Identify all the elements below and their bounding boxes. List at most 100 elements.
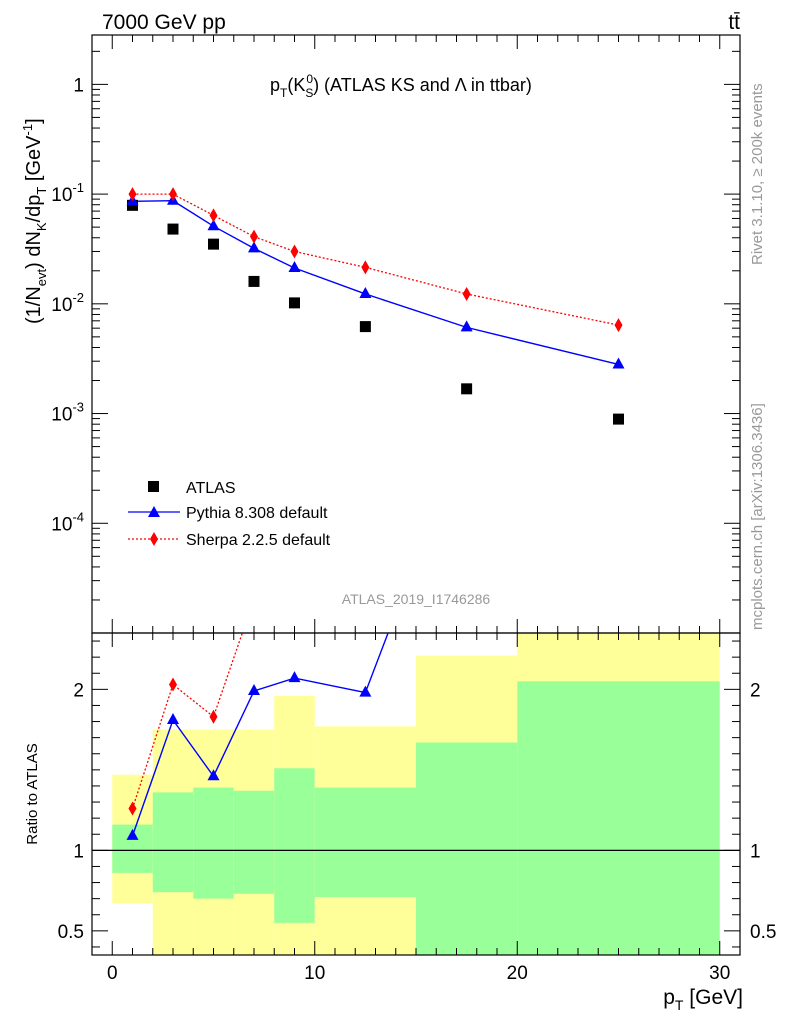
ylabel-part-c: /dp <box>23 195 45 223</box>
ylabel-part-e: ] <box>23 118 45 124</box>
y-tick-base: 10 <box>51 185 72 206</box>
y-tick-exponent: -2 <box>72 290 84 305</box>
legend-atlas-label: ATLAS <box>186 480 236 497</box>
ylabel-sub-k: K <box>34 222 49 231</box>
atlas-data-point <box>289 297 300 309</box>
sherpa-data-point <box>361 260 370 275</box>
sherpa-ratio-point <box>209 709 218 724</box>
sherpa-data-point <box>169 187 177 202</box>
x-tick-label: 10 <box>304 963 325 984</box>
ylabel-sup-minus1: -1 <box>20 124 35 136</box>
pythia-ratio-point <box>359 685 372 697</box>
header-right-label: tt̄ <box>728 11 740 34</box>
atlas-data-point <box>208 238 219 250</box>
sherpa-data-point <box>209 208 218 223</box>
title-sup-zero: 0 <box>306 72 313 86</box>
sherpa-ratio-point <box>169 677 177 692</box>
stat-uncertainty-band <box>233 790 275 894</box>
sherpa-ratio-point <box>128 801 137 816</box>
atlas-data-point <box>359 321 371 333</box>
header-left-label: 7000 GeV pp <box>102 11 226 34</box>
title-sub-t: T <box>280 86 288 100</box>
title-sub-s: S <box>305 86 313 100</box>
legend: ATLAS Pythia 8.308 default Sherpa 2.2.5 … <box>128 480 331 549</box>
atlas-data-point <box>127 199 138 211</box>
stat-uncertainty-band <box>152 792 194 893</box>
ratio-tick-label-right: 1 <box>750 841 761 862</box>
legend-sherpa-marker <box>150 532 158 546</box>
pythia-data-point <box>359 286 372 298</box>
y-tick-label: 1 <box>73 75 84 96</box>
legend-atlas-marker <box>148 481 159 492</box>
ratio-tick-label-left: 1 <box>73 841 84 862</box>
mcplots-reference-label: mcplots.cern.ch [arXiv:1306.3436] <box>749 403 766 630</box>
y-tick-base: 10 <box>51 514 72 535</box>
pythia-data-point <box>207 219 220 231</box>
stat-uncertainty-band <box>193 787 234 899</box>
y-tick-label: 10-2 <box>51 290 84 316</box>
pythia-ratio-point <box>167 712 179 724</box>
pythia-ratio-point <box>207 769 220 781</box>
y-tick-base: 10 <box>51 405 72 426</box>
pythia-data-point <box>460 320 473 332</box>
title-rest: ) (ATLAS KS and Λ in ttbar) <box>313 75 532 95</box>
x-tick-label: 0 <box>107 963 118 984</box>
xlabel-sub-t: T <box>675 997 684 1013</box>
rivet-version-label: Rivet 3.1.10, ≥ 200k events <box>749 83 766 265</box>
x-axis-label: pT [GeV] <box>663 986 743 1013</box>
pythia-line <box>132 200 619 366</box>
sherpa-line <box>132 193 619 326</box>
y-tick-label: 10-4 <box>51 509 84 535</box>
legend-pythia-label: Pythia 8.308 default <box>186 505 328 522</box>
xlabel-p: p <box>663 986 675 1009</box>
pythia-ratio-point <box>248 683 260 695</box>
x-tick-label: 30 <box>709 963 730 984</box>
ratio-tick-label-left: 0.5 <box>58 922 84 943</box>
sherpa-data-point <box>250 229 258 244</box>
title-p: p <box>270 75 280 95</box>
y-tick-label: 10-3 <box>51 400 84 426</box>
main-lines <box>132 193 619 366</box>
legend-sherpa-label: Sherpa 2.2.5 default <box>186 532 331 549</box>
stat-uncertainty-band <box>274 768 315 923</box>
x-tick-label: 20 <box>507 963 528 984</box>
stat-uncertainty-band <box>314 787 416 898</box>
sherpa-data-point <box>290 244 299 259</box>
pythia-ratio-point <box>288 671 301 683</box>
atlas-data-point <box>167 223 179 235</box>
y-tick-base: 10 <box>51 295 72 316</box>
sherpa-data-point <box>462 286 471 301</box>
analysis-watermark: ATLAS_2019_I1746286 <box>342 591 491 607</box>
y-tick-exponent: -1 <box>72 180 84 195</box>
pythia-data-point <box>288 261 301 273</box>
y-tick-label: 10-1 <box>51 180 84 206</box>
atlas-data-point <box>461 383 473 395</box>
pythia-data-point <box>248 241 260 253</box>
pythia-ratio-point <box>126 828 139 840</box>
stat-uncertainty-band <box>416 742 518 955</box>
ylabel-sub-evt: evt <box>34 268 49 286</box>
plot-title: pT(KS0) (ATLAS KS and Λ in ttbar) <box>270 72 532 100</box>
ratio-tick-label-right: 2 <box>750 680 761 701</box>
stat-uncertainty-band <box>517 681 720 955</box>
pythia-data-point <box>612 357 625 369</box>
ratio-uncertainty-bands <box>92 633 740 955</box>
data-markers <box>126 187 625 840</box>
y-tick-exponent: -4 <box>72 509 84 524</box>
xlabel-unit: [GeV] <box>683 986 743 1009</box>
sherpa-data-point <box>128 187 137 202</box>
legend-pythia-marker <box>148 506 160 517</box>
ylabel-part-d: [GeV <box>23 135 45 187</box>
sherpa-data-point <box>614 318 623 333</box>
ylabel-part-b: ) dN <box>23 231 45 269</box>
axis-ticks <box>92 35 740 955</box>
title-open: (K <box>287 75 305 95</box>
atlas-data-point <box>248 275 260 287</box>
ratio-tick-label-right: 0.5 <box>750 922 776 943</box>
ratio-y-axis-label: Ratio to ATLAS <box>24 743 41 844</box>
ratio-tick-label-left: 2 <box>73 680 84 701</box>
atlas-data-point <box>613 413 624 425</box>
y-tick-exponent: -3 <box>72 400 84 415</box>
